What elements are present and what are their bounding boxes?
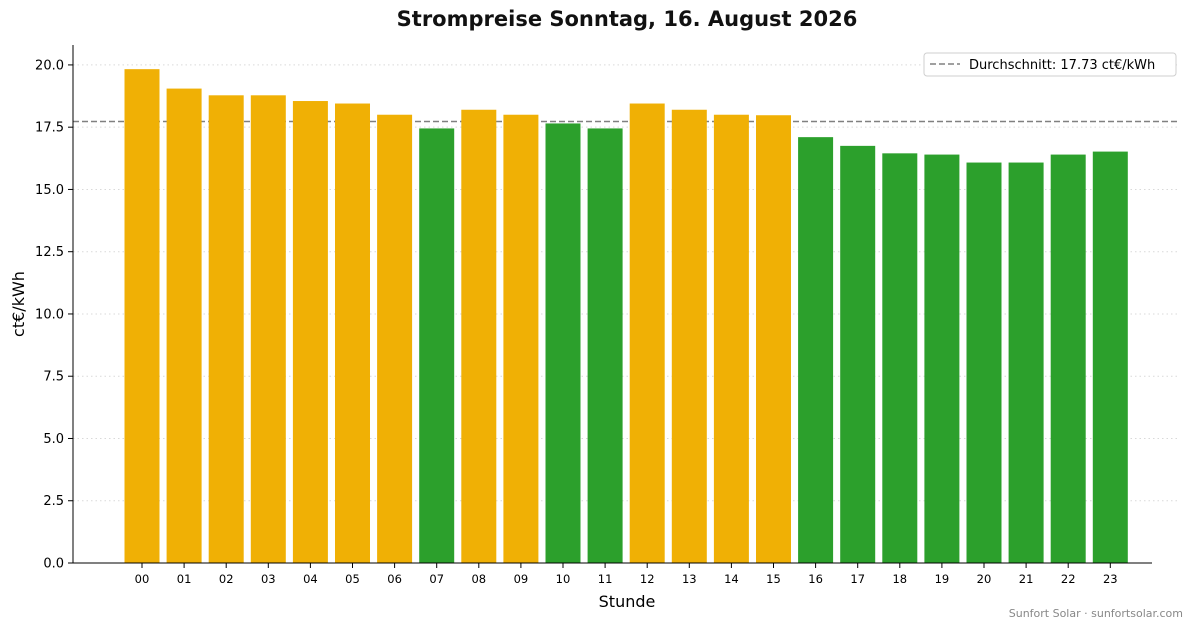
bar-00: [124, 69, 160, 563]
y-tick-label: 20.0: [35, 58, 64, 73]
x-tick-label: 08: [471, 572, 486, 586]
y-tick-label: 5.0: [43, 432, 64, 447]
x-tick-label: 04: [303, 572, 318, 586]
bar-02: [208, 95, 244, 563]
bar-17: [840, 145, 876, 563]
bar-19: [924, 154, 960, 564]
y-tick-label: 7.5: [43, 370, 64, 385]
x-tick-label: 23: [1103, 572, 1118, 586]
x-tick-label: 19: [935, 572, 950, 586]
bar-20: [966, 162, 1002, 564]
x-tick-label: 05: [345, 572, 360, 586]
x-tick-label: 14: [724, 572, 739, 586]
x-tick-label: 06: [387, 572, 402, 586]
y-tick-label: 12.5: [35, 245, 64, 260]
legend-label: Durchschnitt: 17.73 ct€/kWh: [969, 58, 1155, 73]
x-tick-label: 03: [261, 572, 276, 586]
bar-07: [419, 128, 455, 563]
bar-21: [1008, 162, 1044, 564]
y-tick-label: 2.5: [43, 494, 64, 509]
bar-16: [798, 137, 834, 563]
legend: Durchschnitt: 17.73 ct€/kWh: [923, 52, 1177, 77]
bar-11: [587, 128, 623, 563]
chart-title: Strompreise Sonntag, 16. August 2026: [397, 7, 858, 31]
y-tick-label: 10.0: [35, 307, 64, 322]
x-tick-label: 13: [682, 572, 697, 586]
bar-10: [545, 123, 581, 563]
x-tick-label: 12: [640, 572, 655, 586]
footer-credit: Sunfort Solar · sunfortsolar.com: [1008, 607, 1183, 620]
legend-box: [923, 52, 1177, 77]
x-tick-label: 21: [1019, 572, 1034, 586]
bar-13: [671, 109, 707, 563]
y-axis-label: ct€/kWh: [9, 271, 28, 337]
bar-15: [756, 115, 791, 563]
bar-18: [882, 153, 918, 563]
x-tick-label: 09: [514, 572, 529, 586]
x-tick-label: 22: [1061, 572, 1076, 586]
x-axis-label: Stunde: [599, 592, 656, 611]
x-tick-label: 00: [135, 572, 150, 586]
x-tick-label: 18: [892, 572, 907, 586]
bars: [124, 69, 1128, 564]
bar-14: [713, 114, 749, 563]
bar-05: [335, 103, 370, 563]
bar-04: [292, 101, 328, 563]
y-tick-label: 15.0: [35, 183, 64, 198]
x-tick-label: 10: [556, 572, 571, 586]
x-tick-label: 16: [808, 572, 823, 586]
bar-01: [166, 88, 202, 564]
y-ticks: 0.0 2.5 5.0 7.5 10.0 12.5 15.0 17.5 20.0: [35, 58, 73, 572]
x-tick-label: 17: [850, 572, 865, 586]
x-tick-label: 15: [766, 572, 781, 586]
bar-08: [461, 109, 497, 563]
bar-12: [629, 103, 665, 563]
x-ticks: 00 01 02 03 04 05 06 07 08 09 10 11 12 13 14 15 16 17 18 19…: [135, 563, 1118, 586]
x-tick-label: 02: [219, 572, 234, 586]
y-tick-label: 17.5: [35, 121, 64, 136]
axes: [72, 45, 1152, 564]
x-tick-label: 11: [598, 572, 613, 586]
x-tick-label: 01: [177, 572, 192, 586]
bar-23: [1092, 151, 1128, 564]
bar-22: [1050, 154, 1086, 564]
bar-03: [250, 95, 286, 563]
y-tick-label: 0.0: [43, 557, 64, 572]
bar-06: [377, 114, 413, 563]
x-tick-label: 07: [429, 572, 444, 586]
x-tick-label: 20: [977, 572, 992, 586]
bar-09: [503, 114, 539, 563]
